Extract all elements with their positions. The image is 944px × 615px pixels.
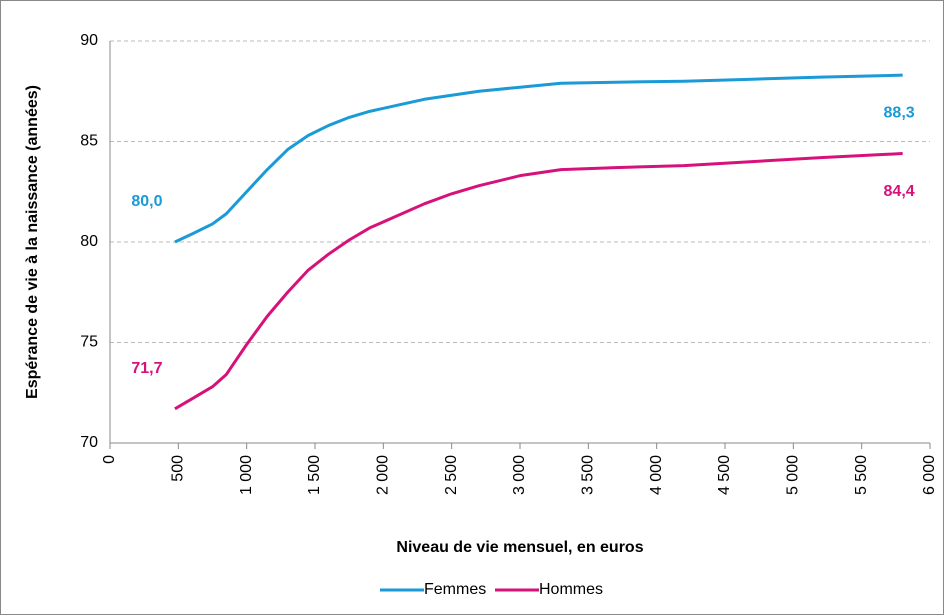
x-tick-label: 3 000 [511,455,528,495]
x-tick-label: 2 500 [443,455,460,495]
value-label: 88,3 [884,104,915,121]
y-tick-label: 85 [80,133,98,150]
y-tick-label: 75 [80,334,98,351]
x-tick-label: 6 000 [921,455,938,495]
y-tick-label: 80 [80,233,98,250]
line-series [174,73,903,244]
x-tick-label: 2 000 [375,455,392,495]
x-tick-label: 5 000 [785,455,802,495]
value-label: 71,7 [131,360,162,377]
y-tick-label: 70 [80,434,98,451]
x-tick-label: 1 000 [238,455,255,495]
x-tick-label: 500 [170,455,187,482]
value-label: 84,4 [884,183,915,200]
x-tick-label: 4 000 [648,455,665,495]
x-tick-label: 0 [101,455,118,464]
y-axis-title: Espérance de vie à la naissance (années) [24,85,41,399]
x-tick-label: 5 500 [853,455,870,495]
legend-label: Femmes [424,581,486,598]
line-series [174,152,903,411]
value-label: 80,0 [131,193,162,210]
x-tick-label: 3 500 [580,455,597,495]
x-axis-title: Niveau de vie mensuel, en euros [396,539,643,556]
x-tick-label: 4 500 [716,455,733,495]
y-tick-label: 90 [80,32,98,49]
x-tick-label: 1 500 [306,455,323,495]
legend-label: Hommes [539,581,603,598]
